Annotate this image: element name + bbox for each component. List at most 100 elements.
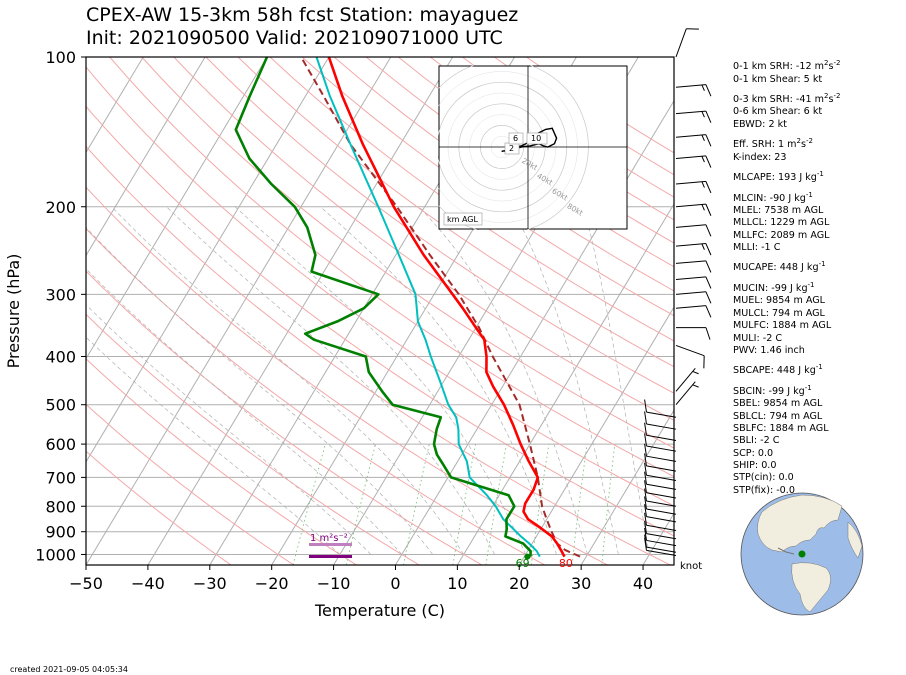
sounding-index: PWV: 1.46 inch	[733, 344, 805, 356]
y-axis-label: Pressure (hPa)	[4, 254, 23, 369]
dry-adiabat	[365, 57, 674, 268]
sounding-index: K-index: 23	[733, 151, 787, 163]
dry-adiabat	[86, 403, 294, 565]
wind-barb	[675, 368, 699, 392]
x-tick-label: 40	[633, 574, 653, 593]
sounding-index: 0-3 km SRH: -41 m2s-2	[733, 91, 841, 106]
hodograph-height-label: 10	[531, 134, 541, 143]
isotherm-line	[86, 57, 330, 463]
moist-adiabat	[320, 206, 557, 555]
mixing-ratio-line	[452, 444, 477, 565]
sounding-index: SBCIN: -99 J kg-1	[733, 383, 812, 397]
sounding-index: SHIP: 0.0	[733, 459, 777, 471]
dry-adiabat	[269, 57, 674, 342]
wind-barb	[675, 381, 699, 406]
wind-barb	[675, 134, 712, 147]
isotherm-line	[86, 57, 144, 154]
isotherm-line	[456, 202, 674, 565]
y-tick-label: 800	[45, 497, 76, 516]
sounding-index: SBCAPE: 448 J kg-1	[733, 363, 823, 377]
sounding-index: SBLI: -2 C	[733, 435, 780, 447]
srh-indicator: 1 m²s⁻²	[309, 533, 352, 558]
wind-barbs	[644, 28, 712, 557]
moist-adiabat	[510, 206, 619, 555]
hodograph-legend-box	[443, 212, 483, 226]
x-tick-label: −40	[131, 574, 165, 593]
x-tick-label: −30	[193, 574, 227, 593]
chart-title-line2: Init: 2021090500 Valid: 202109071000 UTC	[86, 27, 503, 49]
wind-barb	[644, 504, 677, 523]
dry-adiabat	[86, 227, 545, 565]
south-america-landmass	[791, 562, 831, 613]
sounding-index: SBLCL: 794 m AGL	[733, 410, 823, 422]
wind-barb	[644, 480, 677, 499]
hodograph-legend: km AGL	[447, 215, 479, 224]
sounding-index: Eff. SRH: 1 m2s-2	[733, 137, 813, 151]
sounding-index: 0-6 km Shear: 6 kt	[733, 106, 823, 118]
hodograph-height-box	[526, 132, 548, 145]
surface-dewpoint-marker	[524, 553, 531, 560]
wind-barb	[675, 260, 712, 273]
barb-unit-label: knot	[680, 561, 702, 572]
sounding-index: SCP: 0.0	[733, 447, 774, 459]
wind-barb	[675, 110, 712, 123]
y-tick-label: 400	[45, 348, 76, 367]
sounding-index: MLCAPE: 193 J kg-1	[733, 169, 824, 184]
dry-adiabat	[86, 450, 232, 565]
skewt-profiles	[234, 57, 581, 558]
created-timestamp: created 2021-09-05 04:05:34	[10, 665, 128, 674]
location-globe	[740, 492, 864, 616]
wind-barb	[644, 512, 677, 531]
sounding-index: SBEL: 9854 m AGL	[733, 398, 823, 410]
x-axis-label: Temperature (C)	[314, 601, 445, 620]
dry-adiabat	[86, 270, 483, 565]
wind-barb	[675, 291, 712, 304]
sounding-index: STP(cin): 0.0	[733, 472, 794, 484]
sounding-index: MLLI: -1 C	[733, 242, 781, 254]
y-tick-label: 900	[45, 523, 76, 542]
wind-barb	[675, 305, 712, 318]
wind-barb	[644, 411, 677, 430]
wind-barb	[644, 433, 677, 452]
wind-barb	[644, 520, 677, 540]
chart-title-line1: CPEX-AW 15-3km 58h fcst Station: mayague…	[86, 4, 519, 26]
dry-adiabat	[86, 358, 357, 565]
y-tick-label: 700	[45, 468, 76, 487]
wind-barb	[675, 243, 712, 256]
sounding-index: MUEL: 9854 m AGL	[733, 295, 826, 307]
dry-adiabat	[109, 57, 674, 478]
moist-adiabat	[583, 206, 650, 555]
mixing-ratio-line	[403, 444, 430, 565]
africa-landmass	[847, 521, 863, 559]
isotherm-line	[518, 306, 674, 565]
srh-bar-light	[309, 543, 352, 546]
dry-adiabat	[301, 57, 674, 317]
wind-barb	[675, 276, 712, 289]
wind-barb	[644, 534, 677, 553]
dry-adiabat	[141, 57, 674, 449]
wind-barb	[644, 488, 677, 507]
sounding-index: MLEL: 7538 m AGL	[733, 205, 824, 217]
hodograph-height-label: 6	[513, 134, 518, 143]
wind-barb	[644, 471, 677, 490]
x-tick-label: −10	[317, 574, 351, 593]
wind-barb	[644, 496, 677, 515]
dry-adiabat	[205, 57, 674, 394]
dry-adiabat	[86, 145, 671, 565]
y-tick-label: 1000	[35, 545, 76, 564]
y-tick-label: 500	[45, 396, 76, 415]
wind-barb	[676, 327, 711, 340]
caribbean-islands	[777, 547, 795, 555]
wind-barb	[675, 344, 705, 369]
x-tick-label: 0	[390, 574, 400, 593]
hodograph-frame	[438, 65, 628, 230]
surface-value-label: 80	[559, 557, 573, 570]
moist-adiabat	[111, 206, 464, 555]
isotherm-line	[86, 57, 268, 360]
sounding-index: STP(fix): -0.0	[733, 484, 795, 496]
y-tick-label: 600	[45, 435, 76, 454]
sounding-index: SBLFC: 1884 m AGL	[733, 422, 829, 434]
x-tick-label: 30	[571, 574, 591, 593]
